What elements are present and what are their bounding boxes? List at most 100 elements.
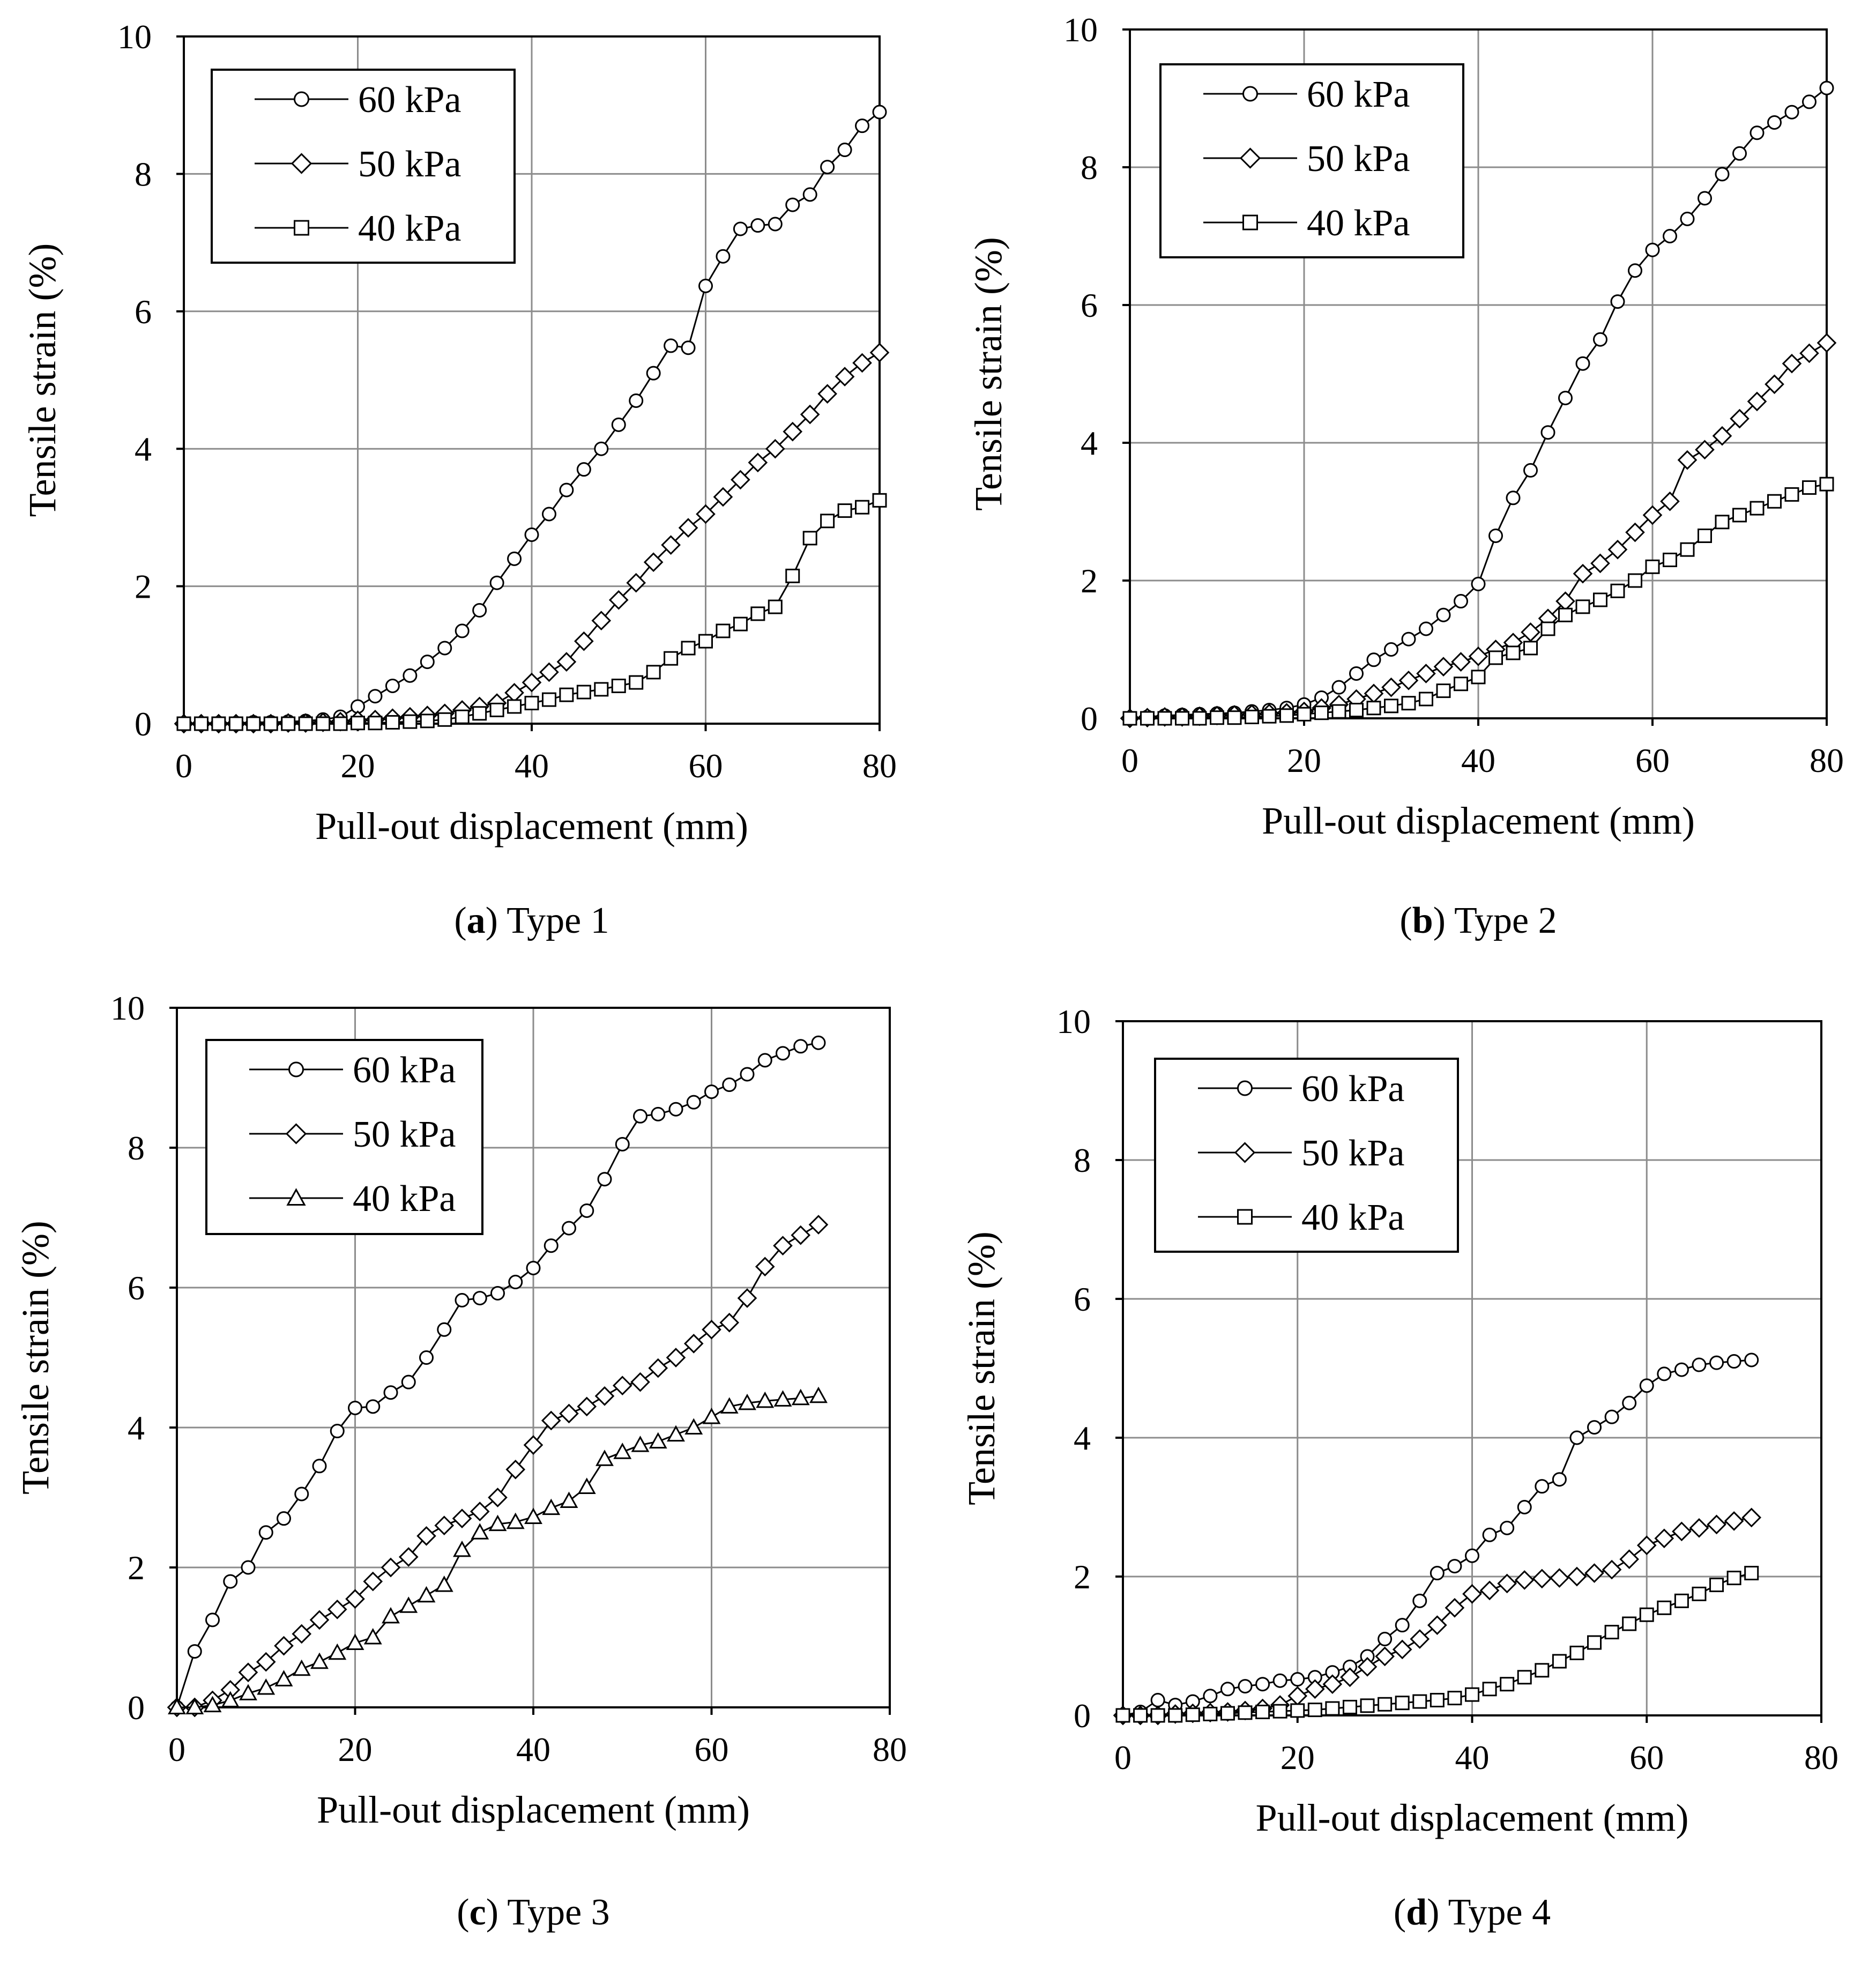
data-point (1488, 650, 1503, 665)
data-point (403, 714, 418, 729)
data-point (1322, 1674, 1343, 1694)
data-point (523, 1435, 544, 1455)
x-tick-label: 0 (175, 747, 192, 785)
data-point (683, 1334, 704, 1354)
x-tick-label: 80 (1810, 741, 1844, 779)
y-tick-label: 2 (1074, 1558, 1091, 1596)
y-tick-label: 6 (128, 1269, 145, 1307)
data-point (713, 487, 733, 507)
data-point (1639, 1607, 1654, 1622)
data-point (556, 652, 577, 672)
data-point (524, 1507, 542, 1525)
y-tick-label: 10 (117, 18, 152, 56)
data-point (488, 1488, 508, 1507)
data-point (274, 1670, 293, 1686)
data-point (223, 1574, 238, 1589)
data-point (187, 1644, 202, 1659)
data-point (363, 1571, 383, 1592)
data-point (1133, 1708, 1148, 1723)
data-point (437, 1322, 452, 1337)
data-point (1381, 677, 1401, 697)
data-point (1514, 1570, 1535, 1590)
legend-label: 60 kPa (1307, 74, 1410, 115)
data-point (1307, 1703, 1322, 1718)
data-point (1607, 539, 1628, 560)
data-point (193, 716, 209, 731)
x-axis-label: Pull-out displacement (mm) (1256, 1796, 1689, 1839)
caption-paren: ( (1399, 900, 1412, 941)
data-point (733, 221, 748, 236)
y-tick-label: 4 (128, 1409, 145, 1447)
data-point (594, 682, 609, 697)
chart-panel-d: 0 20 40 60 80 0 2 4 6 8 10 Pull-out displacement (m… (960, 1002, 1838, 1933)
y-axis-label: Tensile strain (%) (14, 1221, 57, 1495)
caption-letter: a (467, 900, 486, 941)
data-point (1645, 242, 1660, 257)
data-point (277, 1511, 291, 1526)
data-point (1290, 1672, 1305, 1687)
data-point (1619, 1549, 1639, 1569)
data-point (298, 716, 313, 731)
data-point (576, 462, 591, 477)
data-point (1392, 1639, 1412, 1660)
data-point (368, 689, 383, 704)
data-point (1412, 1694, 1427, 1709)
data-point (630, 1372, 650, 1392)
legend-marker (1237, 1080, 1253, 1096)
y-tick-label: 10 (110, 989, 145, 1027)
data-point (1342, 1699, 1357, 1714)
y-tick-label: 8 (128, 1129, 145, 1167)
y-tick-label: 2 (1081, 562, 1098, 600)
data-point (1168, 1708, 1183, 1723)
data-point (1497, 1573, 1517, 1594)
data-point (1430, 1566, 1445, 1581)
legend-label: 50 kPa (353, 1114, 456, 1155)
legend-marker (294, 91, 309, 107)
data-point (506, 1512, 525, 1529)
data-point (668, 1102, 683, 1117)
legend-label: 60 kPa (1301, 1068, 1405, 1110)
caption-paren: ( (457, 1892, 469, 1933)
data-point (1357, 1657, 1378, 1677)
data-point (435, 1575, 453, 1592)
data-point (472, 1291, 487, 1306)
data-point (651, 1106, 666, 1121)
data-point (1744, 1352, 1759, 1367)
data-point (385, 715, 400, 730)
data-point (1506, 490, 1521, 506)
data-point (591, 611, 612, 631)
data-point (869, 343, 890, 363)
data-point (1364, 683, 1384, 704)
data-point (1672, 1521, 1692, 1542)
panel-caption: (b) Type 2 (1399, 900, 1557, 941)
data-point (576, 685, 591, 700)
data-point (1360, 1698, 1375, 1713)
data-point (381, 1557, 401, 1578)
data-point (294, 1487, 309, 1502)
data-point (1732, 146, 1747, 161)
y-tick-label: 2 (135, 568, 152, 606)
series-40-kpa (176, 493, 887, 731)
data-point (1726, 1571, 1741, 1586)
data-point (722, 1077, 737, 1092)
data-point (852, 353, 872, 373)
data-point (292, 1624, 312, 1644)
data-point (791, 1388, 810, 1406)
data-point (698, 634, 713, 649)
y-tick-label: 10 (1056, 1002, 1091, 1040)
data-point (1419, 621, 1433, 636)
x-tick-label: 40 (515, 747, 549, 785)
data-point (802, 531, 817, 546)
legend-marker (1234, 1142, 1256, 1163)
data-point (1575, 356, 1590, 371)
data-point (420, 713, 435, 729)
data-point (1593, 332, 1607, 347)
data-point (1573, 563, 1593, 584)
data-point (1674, 1593, 1689, 1608)
data-point (559, 482, 574, 497)
data-point (401, 1374, 416, 1389)
data-point (1290, 1703, 1305, 1718)
series-50-kpa (167, 1215, 829, 1718)
data-point (1532, 1569, 1552, 1589)
caption-letter: d (1406, 1892, 1427, 1933)
